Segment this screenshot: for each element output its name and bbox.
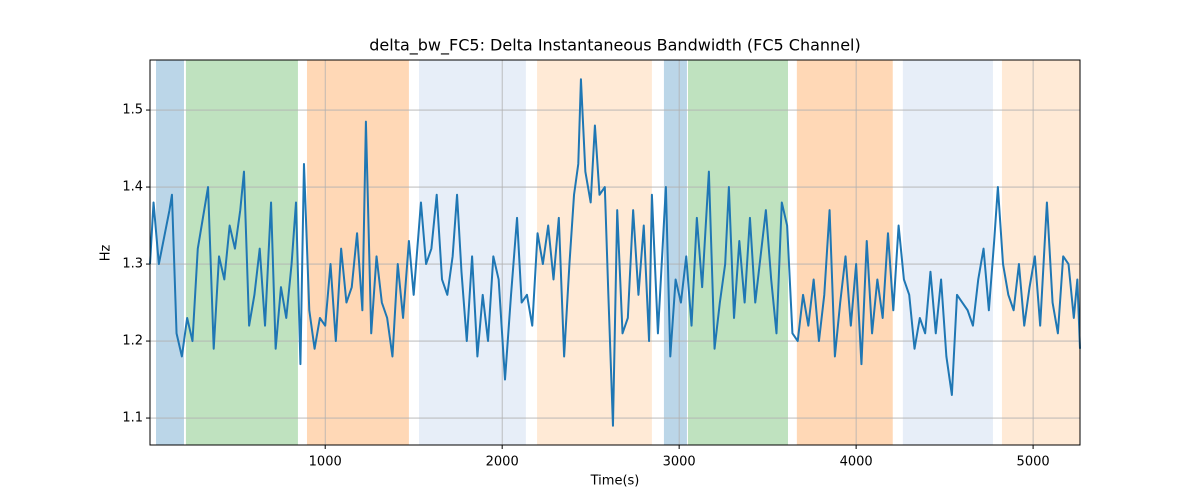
y-tick-label: 1.4 bbox=[122, 180, 143, 195]
shaded-span bbox=[537, 60, 652, 445]
plot-frame bbox=[149, 59, 1081, 446]
chart-title: delta_bw_FC5: Delta Instantaneous Bandwi… bbox=[369, 36, 860, 56]
x-axis-label: Time(s) bbox=[590, 474, 640, 489]
x-tick-label: 2000 bbox=[486, 455, 519, 470]
shaded-span bbox=[902, 60, 993, 445]
y-tick-label: 1.5 bbox=[122, 103, 143, 118]
shaded-span bbox=[419, 60, 526, 445]
y-tick-label: 1.3 bbox=[122, 257, 143, 272]
shaded-span bbox=[1001, 60, 1080, 445]
x-tick-label: 3000 bbox=[663, 455, 696, 470]
x-tick-label: 4000 bbox=[840, 455, 873, 470]
shaded-span bbox=[185, 60, 298, 445]
x-tick-label: 5000 bbox=[1017, 455, 1050, 470]
data-line bbox=[149, 78, 1081, 427]
y-axis-label: Hz bbox=[99, 245, 114, 262]
y-tick-label: 1.1 bbox=[122, 411, 143, 426]
x-tick-label: 1000 bbox=[309, 455, 342, 470]
shaded-span bbox=[796, 60, 893, 445]
y-tick-label: 1.2 bbox=[122, 334, 143, 349]
